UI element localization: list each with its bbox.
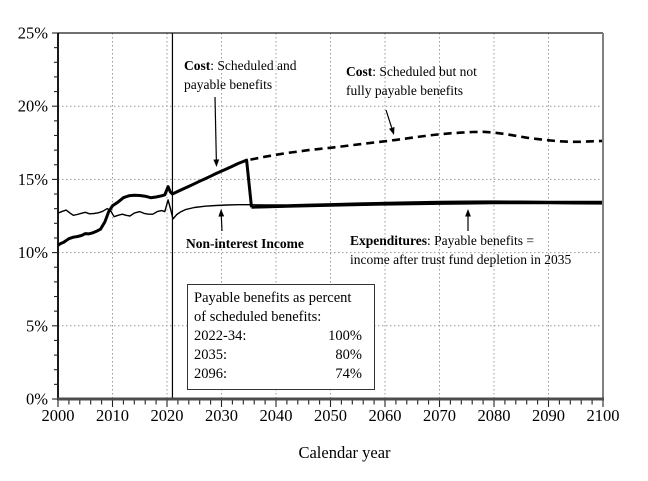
x-tick-label: 2100 bbox=[587, 406, 620, 425]
note-box-row-value: 74% bbox=[335, 366, 362, 382]
x-tick-label: 2070 bbox=[423, 406, 456, 425]
y-tick-label: 0% bbox=[26, 390, 48, 409]
x-tick-label: 2000 bbox=[42, 406, 75, 425]
x-tick-label: 2050 bbox=[314, 406, 347, 425]
annotation-arrow bbox=[385, 109, 393, 129]
x-tick-label: 2040 bbox=[260, 406, 293, 425]
series-line-3 bbox=[57, 199, 603, 220]
note-box-row: 2022-34: 100% bbox=[194, 327, 362, 346]
note-box-row-label: 2035: bbox=[194, 347, 228, 363]
series-line-0 bbox=[57, 158, 253, 247]
y-tick-label: 25% bbox=[18, 24, 49, 43]
y-tick-label: 10% bbox=[18, 243, 49, 262]
note-box-row-value: 100% bbox=[328, 328, 362, 344]
note-box-row: 2096: 74% bbox=[194, 365, 362, 384]
note-box-row-value: 80% bbox=[335, 347, 362, 363]
x-tick-label: 2090 bbox=[532, 406, 565, 425]
x-tick-label: 2030 bbox=[205, 406, 238, 425]
y-tick-label: 5% bbox=[26, 316, 48, 335]
annotation-arrowhead bbox=[213, 159, 220, 167]
annotation-arrowhead bbox=[389, 127, 395, 135]
note-box-row-label: 2096: bbox=[194, 366, 228, 382]
x-tick-label: 2010 bbox=[96, 406, 129, 425]
note-box-line1: Payable benefits as percent bbox=[194, 290, 352, 306]
y-tick-label: 15% bbox=[18, 170, 49, 189]
annotation-arrowhead bbox=[465, 209, 471, 217]
annotation-arrow bbox=[214, 96, 217, 160]
x-tick-label: 2080 bbox=[478, 406, 511, 425]
payable-benefits-note-box: Payable benefits as percent of scheduled… bbox=[187, 284, 375, 390]
series-line-2 bbox=[250, 130, 604, 161]
x-tick-label: 2060 bbox=[369, 406, 402, 425]
annotation-arrowhead bbox=[218, 209, 225, 217]
note-box-row-label: 2022-34: bbox=[194, 328, 247, 344]
annotation-arrow bbox=[220, 216, 223, 232]
x-axis-title: Calendar year bbox=[298, 443, 391, 462]
note-box-line2: of scheduled benefits: bbox=[194, 309, 322, 325]
series-line-1 bbox=[251, 201, 604, 209]
x-tick-label: 2020 bbox=[151, 406, 184, 425]
y-tick-label: 20% bbox=[18, 97, 49, 116]
note-box-row: 2035: 80% bbox=[194, 346, 362, 365]
